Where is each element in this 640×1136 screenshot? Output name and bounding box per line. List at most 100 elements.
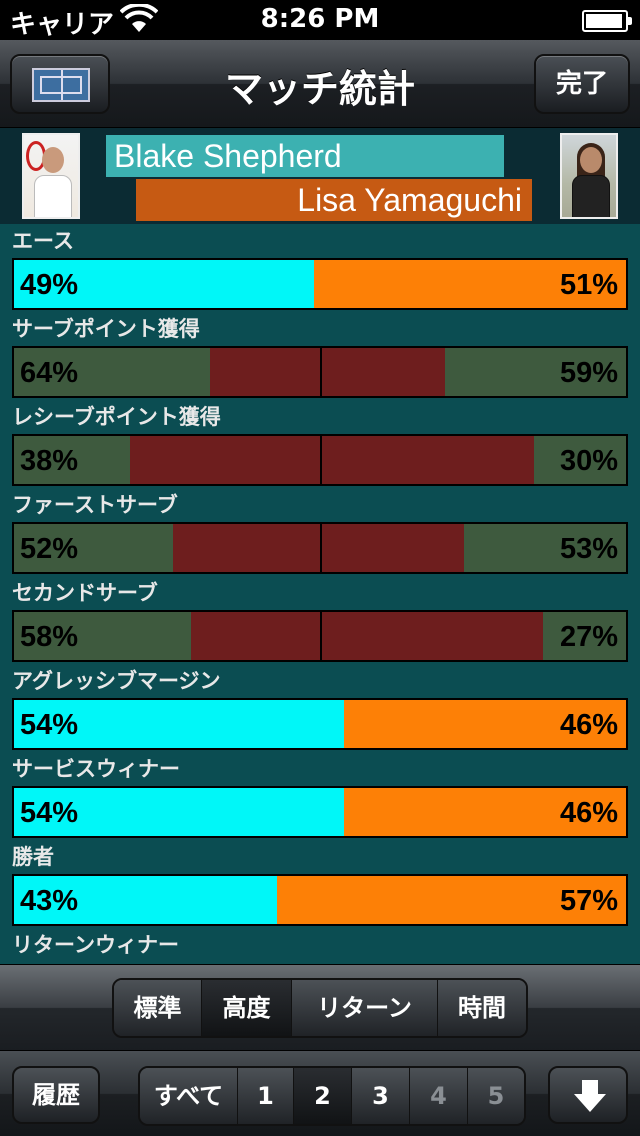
mode-tab[interactable]: 高度 — [202, 980, 292, 1036]
player1-remainder-bar — [210, 348, 320, 396]
page-tab[interactable]: すべて — [140, 1068, 238, 1124]
stat-bar: 38% 30% — [12, 434, 628, 486]
player1-percent-bar — [14, 436, 130, 484]
mode-tab[interactable]: リターン — [292, 980, 438, 1036]
center-divider — [320, 348, 322, 396]
battery-icon — [582, 10, 632, 32]
stat-row: サービスウィナー 54% 46% — [0, 754, 640, 842]
player1-share-bar — [14, 700, 344, 748]
stats-list[interactable]: エース 49% 51% サーブポイント獲得 64% 59% レシーブポイント獲得 38% 30%… — [0, 224, 640, 964]
stat-row: サーブポイント獲得 64% 59% — [0, 314, 640, 402]
player2-share-bar — [277, 876, 626, 924]
stat-row: アグレッシブマージン 54% 46% — [0, 666, 640, 754]
stat-bar: 54% 46% — [12, 698, 628, 750]
players-header: Blake Shepherd Lisa Yamaguchi — [0, 129, 640, 224]
player1-value: 38% — [20, 445, 79, 477]
stat-label: セカンドサーブ — [12, 581, 158, 605]
stat-label: ファーストサーブ — [12, 493, 178, 517]
mode-tab[interactable]: 標準 — [114, 980, 202, 1036]
mode-tab[interactable]: 時間 — [438, 980, 526, 1036]
player2-percent-bar — [534, 436, 626, 484]
player2-value: 46% — [559, 797, 618, 829]
status-bar: キャリア 8:26 PM — [0, 0, 640, 40]
player2-value: 57% — [559, 885, 618, 917]
player2-value: 27% — [559, 621, 618, 653]
clock: 8:26 PM — [260, 4, 380, 34]
player1-value: 54% — [20, 709, 79, 741]
player1-percent-bar — [14, 612, 191, 660]
stat-label: レシーブポイント獲得 — [12, 405, 221, 429]
bottom-toolbar: 履歴 すべて 1 2 3 4 5 — [0, 1050, 640, 1136]
stat-row: セカンドサーブ 58% 27% — [0, 578, 640, 666]
player1-value: 43% — [20, 885, 79, 917]
stat-label: アグレッシブマージン — [12, 669, 221, 693]
player1-share-bar — [14, 788, 344, 836]
player2-share-bar — [344, 788, 626, 836]
stat-label: 勝者 — [12, 845, 54, 869]
player2-share-bar — [344, 700, 626, 748]
tennis-court-icon — [32, 68, 90, 102]
player2-remainder-bar — [320, 348, 445, 396]
player1-percent-bar — [14, 348, 210, 396]
court-view-button[interactable] — [10, 54, 110, 114]
player2-share-bar — [314, 260, 626, 308]
player2-value: 53% — [559, 533, 618, 565]
player1-remainder-bar — [191, 612, 320, 660]
stat-label: サービスウィナー — [12, 757, 180, 781]
player1-share-bar — [14, 260, 314, 308]
stat-row: レシーブポイント獲得 38% 30% — [0, 402, 640, 490]
page-tab[interactable]: 3 — [352, 1068, 410, 1124]
player1-percent-bar — [14, 524, 173, 572]
down-arrow-icon — [574, 1080, 606, 1112]
scroll-down-button[interactable] — [548, 1066, 628, 1124]
player2-remainder-bar — [320, 612, 543, 660]
stat-label: リターンウィナー — [12, 933, 179, 957]
stat-bar: 58% 27% — [12, 610, 628, 662]
player1-share-bar — [14, 876, 277, 924]
player2-avatar — [560, 133, 618, 219]
player2-remainder-bar — [320, 436, 534, 484]
wifi-icon — [120, 4, 158, 32]
done-button[interactable]: 完了 — [534, 54, 630, 114]
player1-value: 54% — [20, 797, 79, 829]
stat-bar: 64% 59% — [12, 346, 628, 398]
stat-bar: 43% 57% — [12, 874, 628, 926]
player2-value: 59% — [559, 357, 618, 389]
stat-row: 勝者 43% 57% — [0, 842, 640, 930]
stat-bar: 54% 46% — [12, 786, 628, 838]
stat-label: エース — [12, 229, 74, 253]
stat-row: リターンウィナー — [0, 930, 640, 964]
center-divider — [320, 436, 322, 484]
player2-value: 46% — [559, 709, 618, 741]
player1-value: 64% — [20, 357, 79, 389]
player1-remainder-bar — [173, 524, 320, 572]
stat-row: ファーストサーブ 52% 53% — [0, 490, 640, 578]
player2-remainder-bar — [320, 524, 464, 572]
center-divider — [320, 524, 322, 572]
mode-toolbar: 標準 高度 リターン 時間 — [0, 964, 640, 1050]
stat-bar: 49% 51% — [12, 258, 628, 310]
page-tab[interactable]: 4 — [410, 1068, 468, 1124]
player2-value: 30% — [559, 445, 618, 477]
carrier-label: キャリア — [10, 10, 115, 40]
player2-percent-bar — [445, 348, 626, 396]
stat-row: エース 49% 51% — [0, 226, 640, 314]
player1-value: 58% — [20, 621, 79, 653]
page-tab[interactable]: 5 — [468, 1068, 524, 1124]
stat-label: サーブポイント獲得 — [12, 317, 200, 341]
player2-name: Lisa Yamaguchi — [136, 179, 532, 221]
stat-bar: 52% 53% — [12, 522, 628, 574]
page-segmented-control: すべて 1 2 3 4 5 — [138, 1066, 526, 1126]
player1-value: 52% — [20, 533, 79, 565]
page-tab[interactable]: 2 — [294, 1068, 352, 1124]
player1-name: Blake Shepherd — [106, 135, 504, 177]
player2-value: 51% — [559, 269, 618, 301]
player1-value: 49% — [20, 269, 79, 301]
page-tab[interactable]: 1 — [238, 1068, 294, 1124]
player2-percent-bar — [543, 612, 626, 660]
page-title: マッチ統計 — [224, 67, 415, 111]
history-button[interactable]: 履歴 — [12, 1066, 100, 1124]
player2-percent-bar — [464, 524, 626, 572]
player1-remainder-bar — [130, 436, 320, 484]
navigation-bar: マッチ統計 完了 — [0, 40, 640, 128]
